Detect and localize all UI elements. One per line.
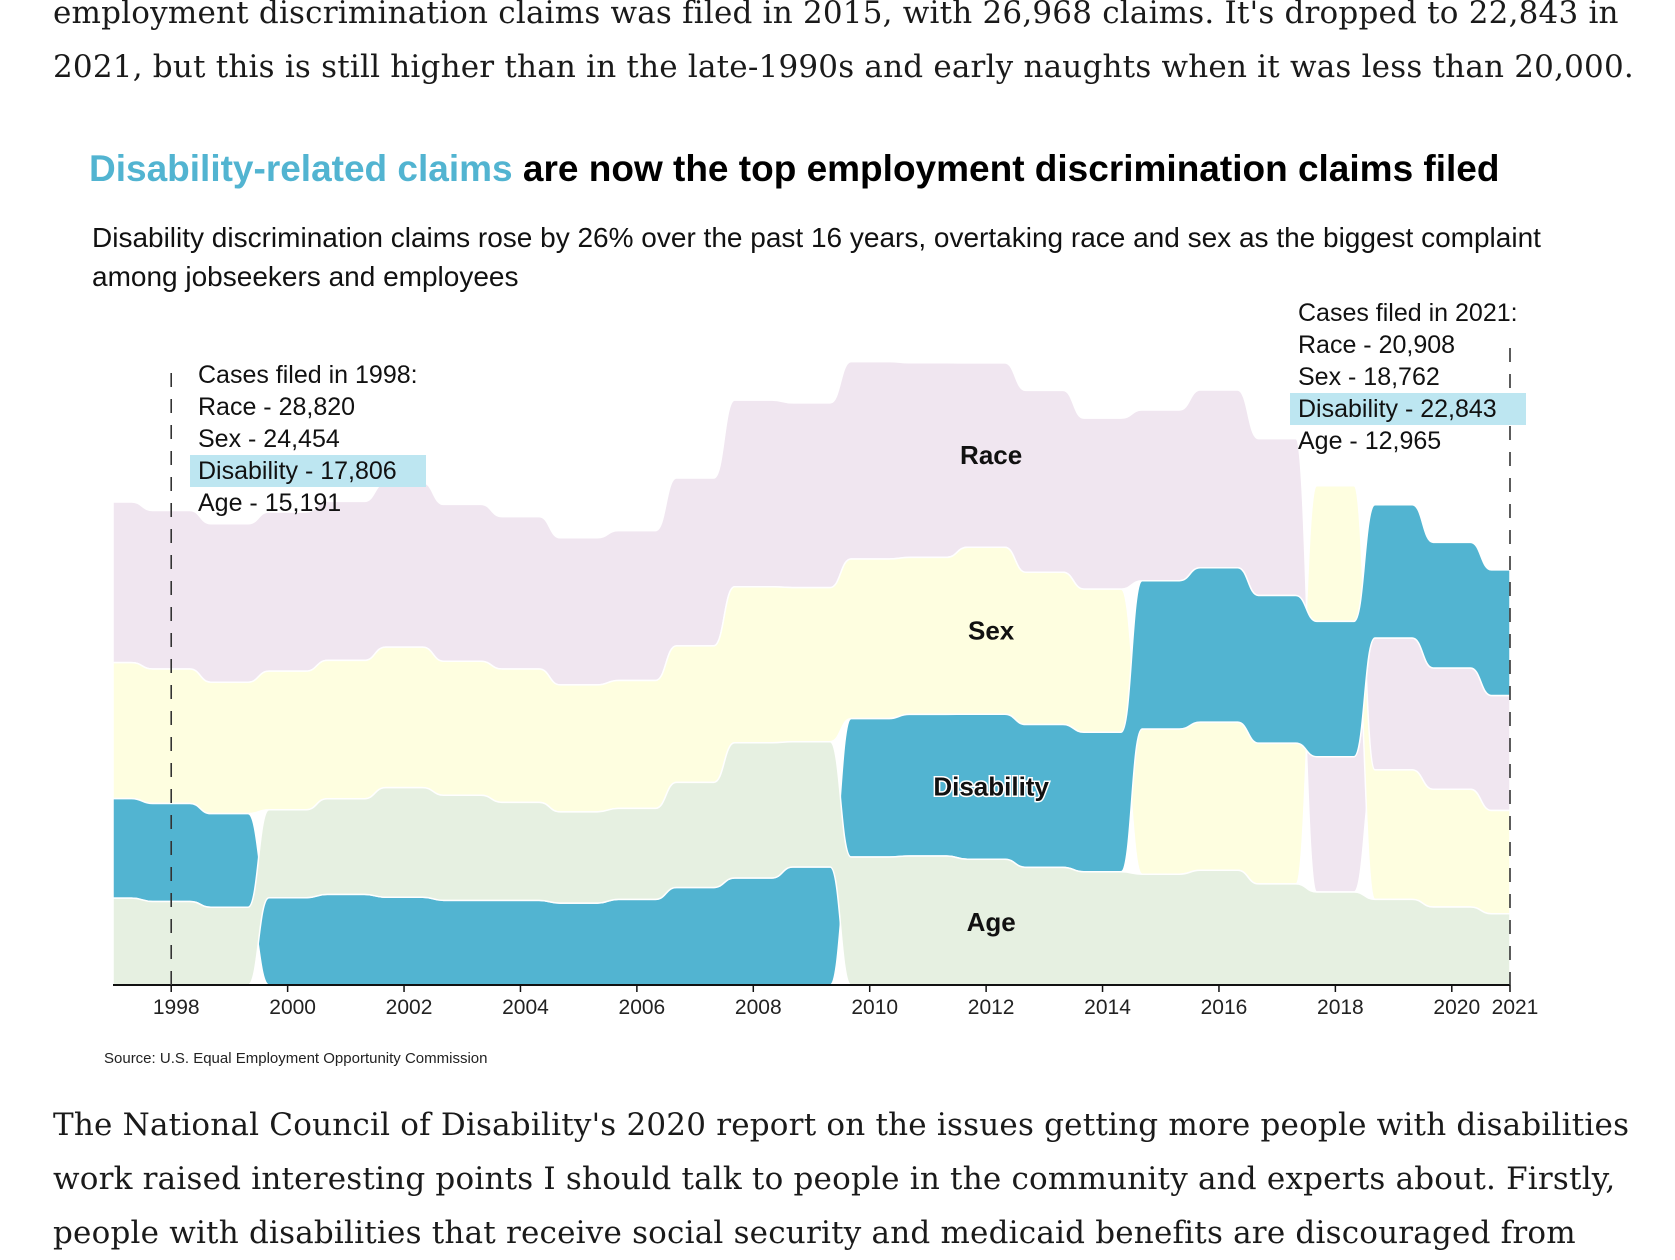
chart-title: Disability-related claims are now the to… xyxy=(89,148,1499,190)
stream-label-sex: Sex xyxy=(968,616,1015,646)
annotation-line: Age - 15,191 xyxy=(198,489,342,517)
x-tick-label: 2012 xyxy=(968,996,1015,1019)
x-tick-label: 2002 xyxy=(386,996,433,1019)
annotation-line: Sex - 24,454 xyxy=(198,425,340,453)
annotation-line-highlight: Disability - 22,843 xyxy=(1290,393,1526,425)
x-tick-label: 2004 xyxy=(502,996,549,1019)
chart-title-rest: are now the top employment discriminatio… xyxy=(512,148,1500,189)
reference-lines xyxy=(170,348,1511,985)
annotation-line: Race - 20,908 xyxy=(1298,331,1456,359)
annotation-line-highlight: Disability - 17,806 xyxy=(190,455,426,487)
x-tick-label: 2018 xyxy=(1317,996,1364,1019)
x-tick-label: 1998 xyxy=(153,996,200,1019)
article-paragraph-top: employment discrimination claims was fil… xyxy=(53,0,1634,85)
x-tick-label: 2010 xyxy=(851,996,898,1019)
annotation-header: Cases filed in 2021: xyxy=(1298,299,1518,327)
stream-label-race: Race xyxy=(960,440,1022,470)
annotation-line: Age - 12,965 xyxy=(1298,427,1442,455)
chart-title-highlight: Disability-related claims xyxy=(89,148,513,189)
x-tick-label: 2006 xyxy=(619,996,666,1019)
annotation-line: Race - 28,820 xyxy=(198,393,356,421)
chart-source: Source: U.S. Equal Employment Opportunit… xyxy=(104,1050,488,1067)
x-tick-label: 2020 xyxy=(1433,996,1480,1019)
annotation-2021: Cases filed in 2021: Race - 20,908 Sex -… xyxy=(1290,297,1526,457)
stream-labels: Race Sex Disability Age xyxy=(932,440,1051,937)
annotation-header: Cases filed in 1998: xyxy=(198,361,418,389)
x-tick-label: 2021 xyxy=(1492,996,1539,1019)
chart-subtitle: Disability discrimination claims rose by… xyxy=(92,222,1541,292)
x-tick-label: 2008 xyxy=(735,996,782,1019)
x-tick-label: 2000 xyxy=(269,996,316,1019)
annotation-1998: Cases filed in 1998: Race - 28,820 Sex -… xyxy=(190,359,426,519)
stream-label-age: Age xyxy=(967,907,1016,937)
x-axis: 1998 2000 2002 2004 2006 2008 2010 2012 2014 2016… xyxy=(113,984,1539,1019)
annotation-line: Sex - 18,762 xyxy=(1298,363,1440,391)
x-tick-label: 2016 xyxy=(1201,996,1248,1019)
stream-label-disability: Disability xyxy=(933,772,1049,802)
article-paragraph-bottom: The National Council of Disability's 202… xyxy=(53,1107,1630,1251)
x-tick-label: 2014 xyxy=(1084,996,1131,1019)
